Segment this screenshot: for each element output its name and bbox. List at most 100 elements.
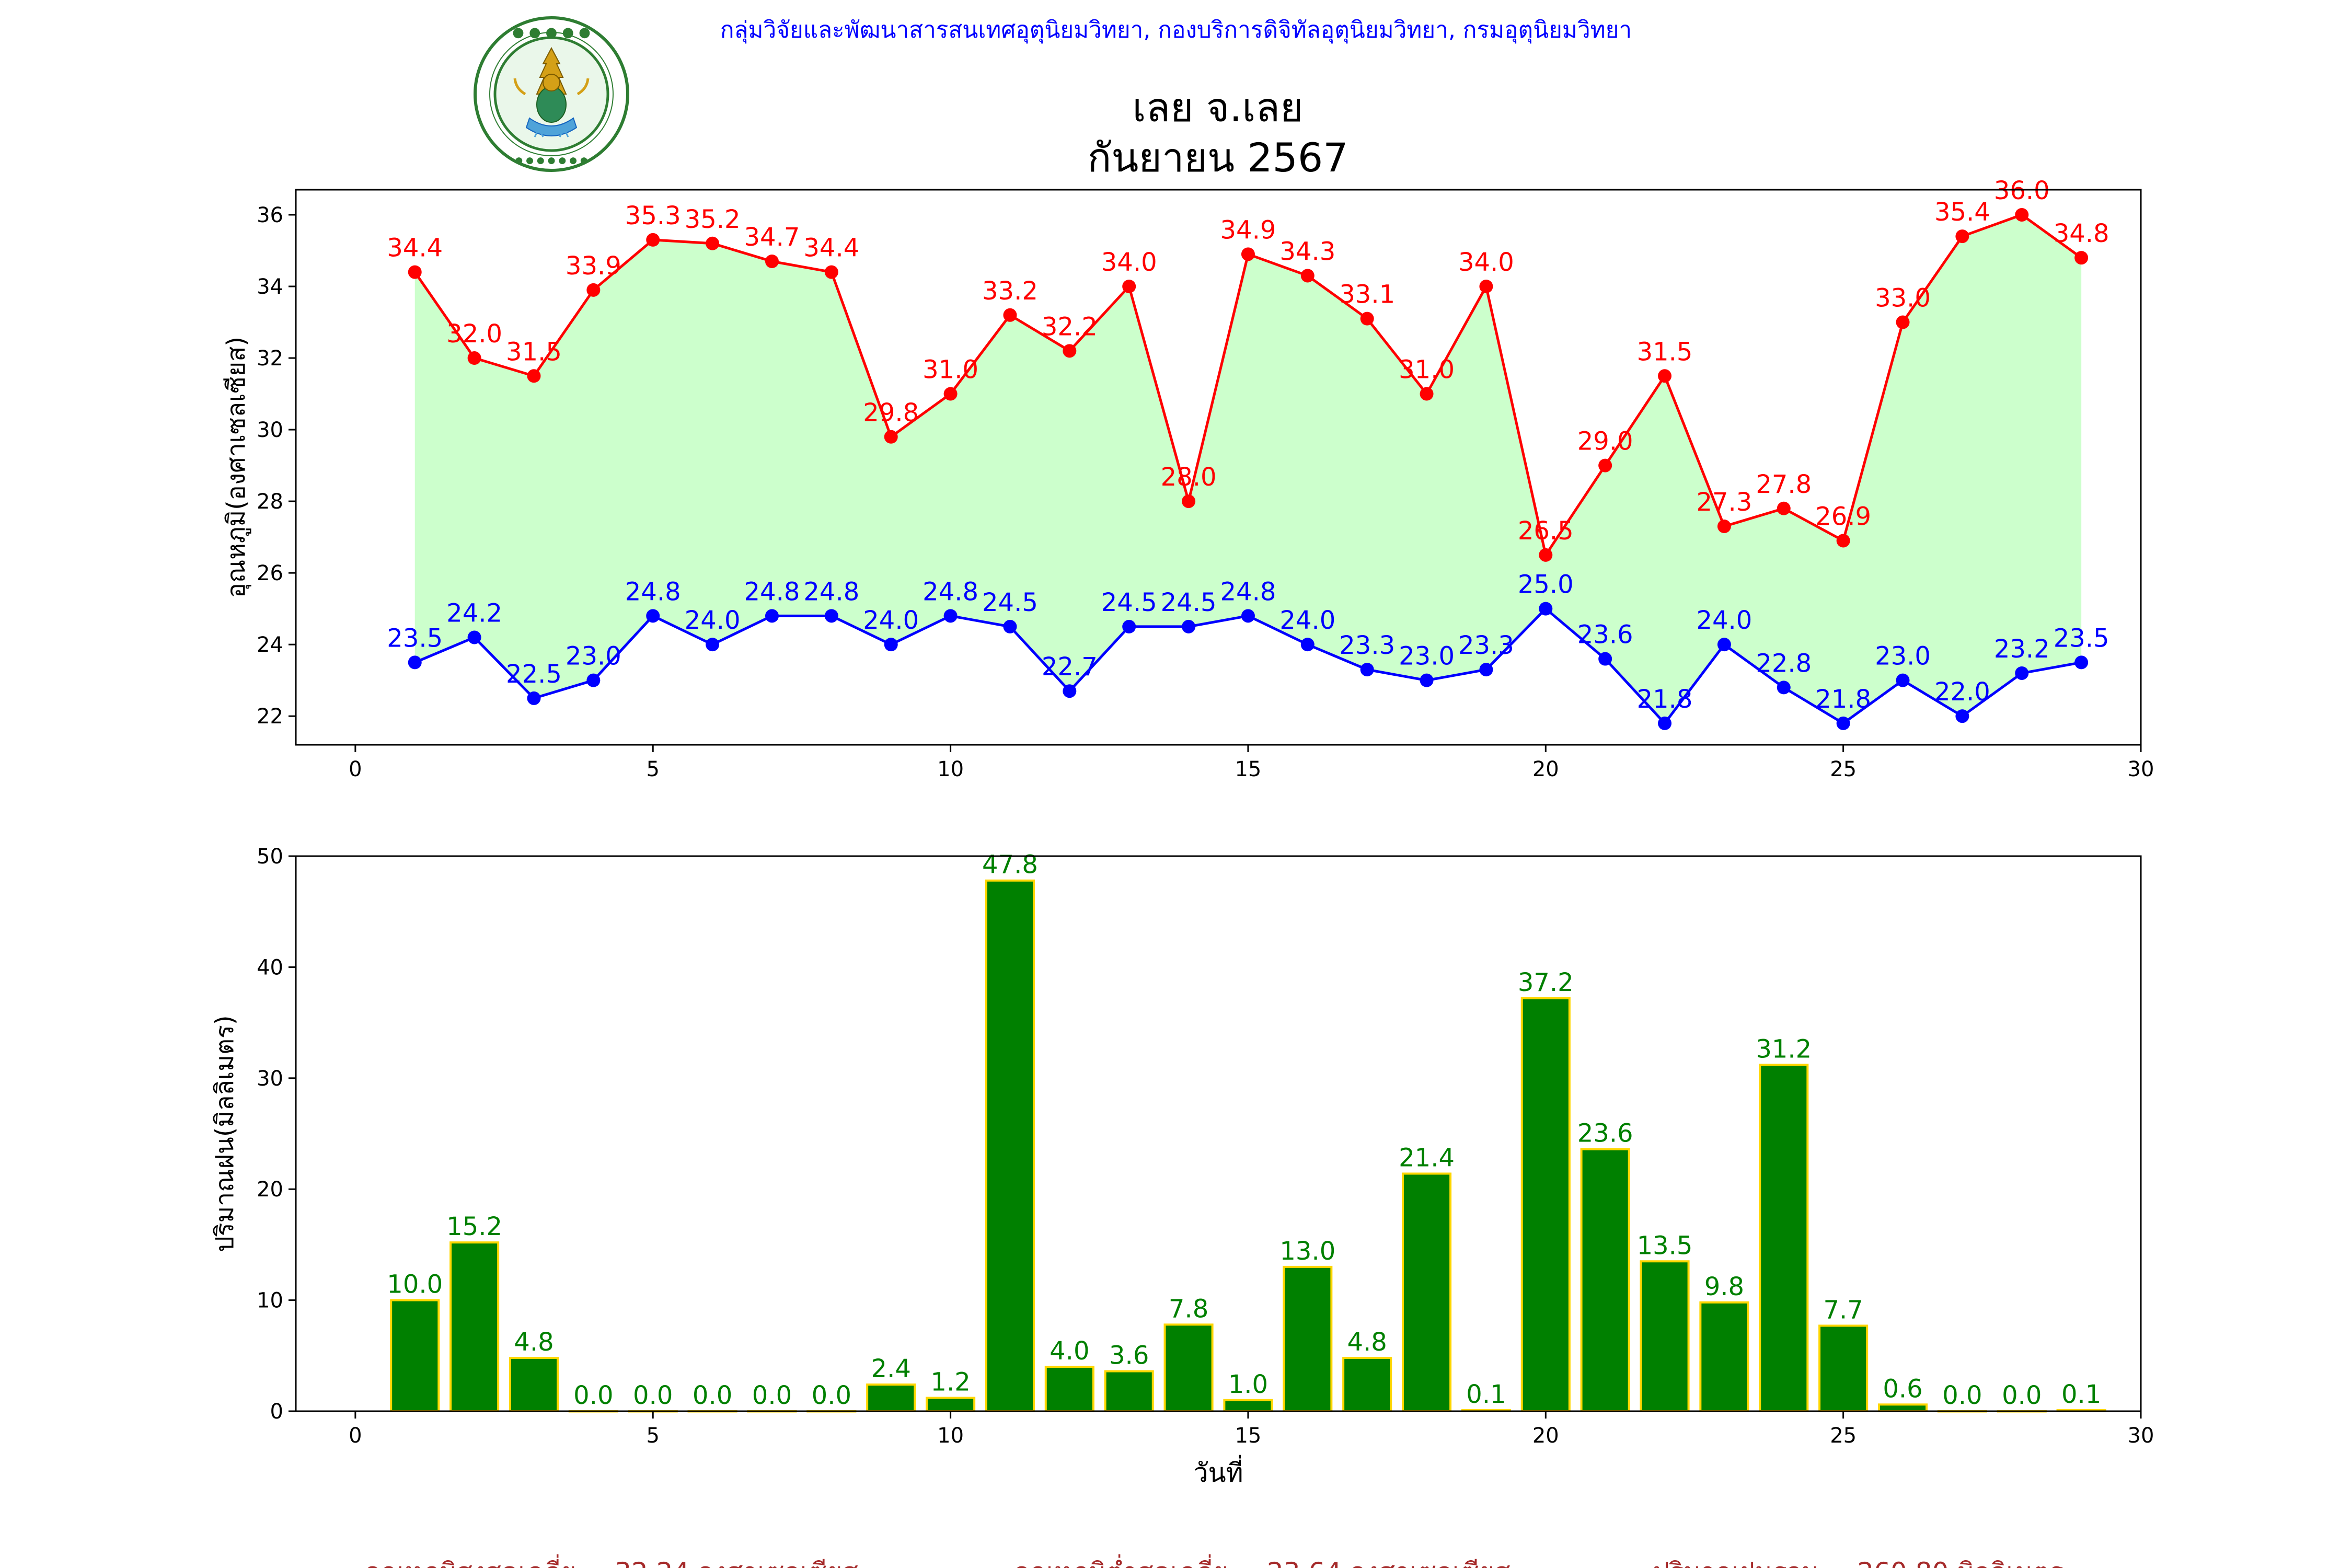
tmin-value-label: 23.3 — [1339, 631, 1395, 660]
tmin-value-label: 23.5 — [387, 624, 443, 653]
tmax-value-label: 33.9 — [566, 251, 621, 281]
footer-average-max-temp: อุณหภูมิสูงสุดเฉลี่ย = 32.24 องศาเซลเซีย… — [365, 1554, 858, 1568]
tmin-value-label: 24.0 — [685, 606, 741, 635]
footer-total-rainfall: ปริมาณฝนรวม = 260.80 มิลลิเมตร — [1653, 1557, 2063, 1568]
rainfall-y-axis-label: ปริมาณฝน(มิลลิเมตร) — [210, 1015, 239, 1252]
tmin-value-label: 24.8 — [803, 577, 859, 606]
rainfall-bar — [1044, 1366, 1094, 1413]
tmax-point — [1182, 494, 1196, 509]
temperature-y-tick-label: 36 — [257, 203, 283, 227]
tmax-point — [1777, 501, 1791, 515]
chart-title-period: กันยายน 2567 — [1087, 134, 1348, 181]
rainfall-y-tick-label: 0 — [270, 1400, 283, 1424]
tmax-point — [1420, 387, 1434, 401]
temperature-range-fill — [414, 214, 2082, 723]
temperature-y-tick-label: 34 — [257, 275, 283, 299]
footer-average-min-temp: อุณหภูมิต่ำสุดเฉลี่ย = 23.64 องศาเซลเซีย… — [1014, 1554, 1510, 1568]
tmax-value-label: 34.9 — [1220, 215, 1276, 245]
rainfall-value-label: 0.6 — [1883, 1374, 1922, 1403]
rainfall-value-label: 0.1 — [1466, 1380, 1506, 1409]
tmax-point — [1896, 315, 1910, 329]
tmax-value-label: 34.0 — [1458, 248, 1514, 277]
tmin-point — [824, 609, 838, 623]
tmax-value-label: 31.0 — [923, 355, 978, 385]
rainfall-value-label: 1.0 — [1228, 1370, 1268, 1399]
tmin-value-label: 25.0 — [1518, 570, 1574, 599]
tmin-point — [1003, 619, 1017, 633]
tmax-value-label: 28.0 — [1161, 463, 1217, 492]
tmax-value-label: 34.3 — [1279, 237, 1335, 266]
rainfall-value-label: 7.8 — [1169, 1294, 1208, 1323]
rainfall-value-label: 0.0 — [2002, 1381, 2042, 1410]
tmax-point — [1122, 279, 1136, 293]
rainfall-value-label: 2.4 — [871, 1354, 911, 1383]
tmin-value-label: 24.8 — [744, 577, 800, 606]
tmin-point — [1717, 638, 1731, 652]
tmax-value-label: 27.3 — [1696, 488, 1752, 517]
tmax-point — [467, 351, 481, 365]
temperature-y-axis-label: อุณหภูมิ(องศาเซลเซียส) — [222, 337, 251, 598]
rainfall-x-tick-label: 0 — [349, 1424, 362, 1448]
tmin-point — [765, 609, 779, 623]
tmin-point — [408, 655, 422, 670]
rainfall-value-label: 9.8 — [1704, 1272, 1744, 1301]
tmin-point — [1420, 673, 1434, 687]
tmin-value-label: 24.8 — [1220, 577, 1276, 606]
temperature-x-tick-label: 30 — [2128, 757, 2154, 781]
svg-text:● ● ● ● ●: ● ● ● ● ● — [512, 25, 591, 40]
tmax-value-label: 26.9 — [1815, 502, 1871, 531]
tmin-value-label: 24.8 — [923, 577, 978, 606]
rainfall-value-label: 10.0 — [387, 1270, 443, 1299]
tmax-value-label: 29.0 — [1577, 427, 1633, 456]
tmax-point — [765, 255, 779, 269]
tmin-value-label: 24.8 — [625, 577, 681, 606]
tmax-point — [884, 430, 898, 444]
tmin-value-label: 21.8 — [1637, 685, 1693, 714]
agency-header: กลุ่มวิจัยและพัฒนาสารสนเทศอุตุนิยมวิทยา,… — [720, 17, 1632, 44]
tmax-point — [1360, 312, 1374, 326]
tmin-value-label: 22.8 — [1756, 649, 1812, 678]
tmax-point — [1955, 229, 1969, 244]
rainfall-value-label: 0.0 — [752, 1381, 792, 1410]
rainfall-value-label: 13.5 — [1637, 1231, 1693, 1260]
tmin-value-label: 23.3 — [1458, 631, 1514, 660]
rainfall-value-label: 0.1 — [2061, 1380, 2101, 1409]
rainfall-bar — [926, 1397, 976, 1412]
tmin-value-label: 24.5 — [982, 588, 1038, 617]
rainfall-y-tick-label: 40 — [257, 955, 283, 979]
tmin-point — [1063, 684, 1077, 698]
rainfall-x-tick-label: 10 — [937, 1424, 964, 1448]
tmin-point — [1300, 638, 1315, 652]
tmin-value-label: 24.5 — [1101, 588, 1157, 617]
tmax-point — [527, 369, 541, 383]
tmin-point — [943, 609, 958, 623]
tmax-value-label: 33.0 — [1875, 284, 1931, 313]
rainfall-value-label: 37.2 — [1518, 968, 1574, 997]
tmin-point — [1241, 609, 1255, 623]
rainfall-y-tick-label: 30 — [257, 1067, 283, 1091]
meteorological-department-logo: ● ● ● ● ● ● ● ● ● ● ● ● — [474, 16, 629, 172]
tmax-point — [824, 265, 838, 279]
tmax-value-label: 31.5 — [506, 337, 562, 366]
rainfall-bar — [1283, 1265, 1333, 1412]
tmin-point — [646, 609, 660, 623]
temperature-x-tick-label: 0 — [349, 757, 362, 781]
rainfall-bar — [1520, 997, 1571, 1412]
rainfall-value-label: 4.0 — [1050, 1336, 1089, 1366]
rainfall-x-axis-label: วันที่ — [1193, 1455, 1243, 1488]
tmax-value-label: 34.4 — [803, 234, 859, 263]
rainfall-x-tick-label: 30 — [2128, 1424, 2154, 1448]
tmin-point — [1360, 663, 1374, 677]
rainfall-bar — [509, 1357, 559, 1413]
tmin-point — [884, 638, 898, 652]
tmax-value-label: 35.3 — [625, 201, 681, 230]
rainfall-value-label: 0.0 — [1942, 1381, 1982, 1410]
tmin-point — [1539, 602, 1553, 616]
tmin-point — [467, 630, 481, 644]
temperature-y-tick-label: 28 — [257, 490, 283, 514]
rainfall-value-label: 47.8 — [982, 850, 1038, 880]
tmin-point — [586, 673, 601, 687]
tmin-value-label: 23.6 — [1577, 620, 1633, 650]
rainfall-bar — [1759, 1064, 1809, 1412]
